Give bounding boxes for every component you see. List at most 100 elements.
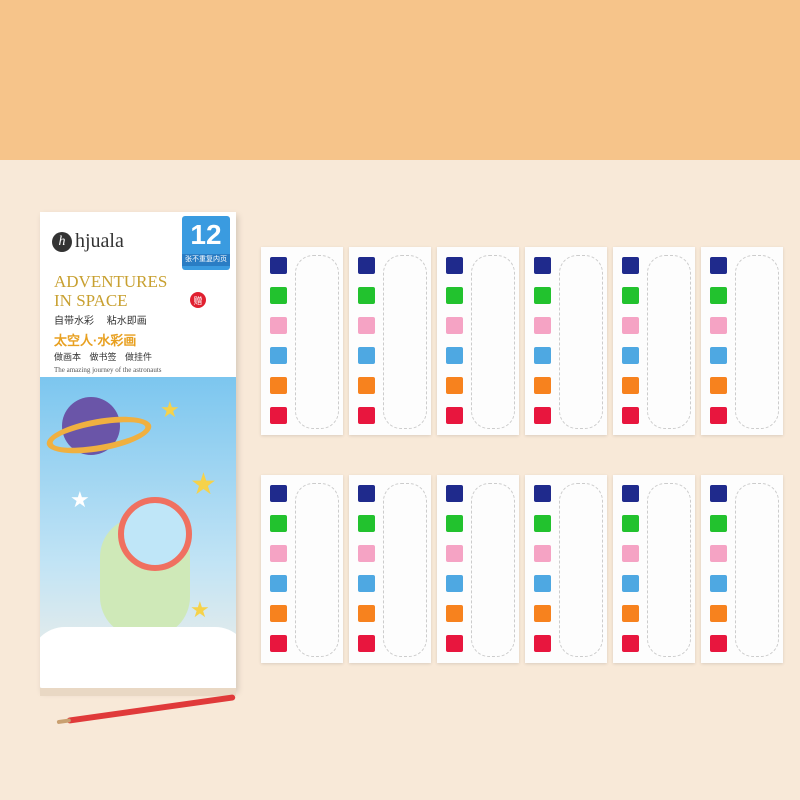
watercolor-swatch [534,575,551,592]
bookmark-card [701,247,783,435]
watercolor-swatch [622,377,639,394]
star-icon: ★ [190,468,217,501]
uses-text: 做画本 做书签 做挂件 [54,352,153,362]
watercolor-swatch [270,545,287,562]
cover-illustration: ★ ★ ★ ★ [40,377,236,690]
watercolor-swatch [622,515,639,532]
watercolor-swatch [270,515,287,532]
brand-logo: h hjuala [52,230,124,253]
watercolor-swatch [270,485,287,502]
watercolor-swatch [622,347,639,364]
watercolor-swatch [358,257,375,274]
subtitle: 太空人·水彩画 [54,333,137,348]
line-art-drawing [735,255,779,429]
line-art-drawing [735,483,779,657]
watercolor-swatch [534,257,551,274]
watercolor-swatch [534,545,551,562]
features-text: 自带水彩 粘水即画 [54,316,147,327]
watercolor-swatch [446,575,463,592]
watercolor-swatch [358,635,375,652]
book-edge [40,688,236,696]
watercolor-swatch [534,287,551,304]
watercolor-swatch [270,407,287,424]
gift-badge: 赠 [190,292,206,308]
watercolor-swatch [270,605,287,622]
bookmark-card [349,475,431,663]
planet [62,397,120,455]
bookmark-card [261,475,343,663]
watercolor-swatch [622,605,639,622]
watercolor-swatch [710,377,727,394]
paint-brush [66,694,236,724]
page-count-badge: 12 张不重复内页 [182,216,230,270]
watercolor-swatch [446,605,463,622]
watercolor-swatch [622,485,639,502]
line-art-drawing [471,483,515,657]
watercolor-swatch [534,605,551,622]
watercolor-swatch [270,287,287,304]
line-art-drawing [647,483,691,657]
star-icon: ★ [160,397,180,422]
bookmark-card [613,247,695,435]
watercolor-swatch [710,575,727,592]
watercolor-swatch [710,605,727,622]
watercolor-swatch [534,317,551,334]
watercolor-swatch [622,635,639,652]
watercolor-swatch [270,347,287,364]
watercolor-swatch [534,377,551,394]
watercolor-swatch [534,347,551,364]
line-art-drawing [471,255,515,429]
watercolor-swatch [358,605,375,622]
star-icon: ★ [190,597,210,622]
line-art-drawing [647,255,691,429]
watercolor-swatch [710,545,727,562]
watercolor-swatch [446,317,463,334]
line-art-drawing [559,255,603,429]
bookmark-card [261,247,343,435]
watercolor-swatch [358,575,375,592]
tagline: The amazing journey of the astronauts [54,366,162,374]
watercolor-swatch [534,635,551,652]
watercolor-swatch [622,287,639,304]
watercolor-swatch [270,257,287,274]
watercolor-swatch [270,575,287,592]
watercolor-swatch [446,485,463,502]
watercolor-swatch [534,515,551,532]
watercolor-swatch [446,407,463,424]
watercolor-swatch [446,287,463,304]
watercolor-swatch [358,515,375,532]
watercolor-swatch [358,317,375,334]
watercolor-swatch [446,515,463,532]
watercolor-swatch [270,317,287,334]
coloring-book: h hjuala 12 张不重复内页 ADVENTURES IN SPACE 赠 自带… [40,212,236,696]
watercolor-swatch [622,257,639,274]
watercolor-swatch [622,407,639,424]
line-art-drawing [295,483,339,657]
line-art-drawing [295,255,339,429]
watercolor-swatch [446,377,463,394]
watercolor-swatch [710,515,727,532]
watercolor-swatch [446,635,463,652]
watercolor-swatch [358,377,375,394]
watercolor-swatch [358,347,375,364]
line-art-drawing [559,483,603,657]
watercolor-swatch [358,407,375,424]
watercolor-swatch [270,377,287,394]
watercolor-swatch [446,347,463,364]
bookmark-card [613,475,695,663]
watercolor-swatch [710,347,727,364]
star-icon: ★ [70,487,90,512]
watercolor-swatch [710,485,727,502]
top-band [0,0,800,160]
watercolor-swatch [358,287,375,304]
bookmark-card [701,475,783,663]
astronaut-helmet [118,497,192,571]
watercolor-swatch [534,485,551,502]
watercolor-swatch [622,317,639,334]
watercolor-swatch [358,485,375,502]
book-title: ADVENTURES IN SPACE [54,272,168,310]
watercolor-swatch [446,257,463,274]
watercolor-swatch [534,407,551,424]
watercolor-swatch [446,545,463,562]
line-art-drawing [383,483,427,657]
